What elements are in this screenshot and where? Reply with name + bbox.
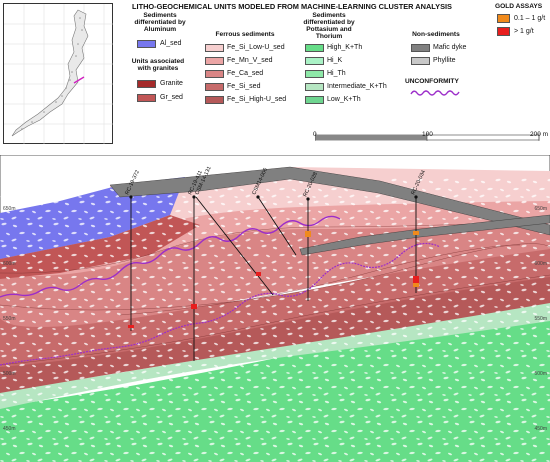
svg-text:650m: 650m [3,206,16,212]
scale-label-100: 100 [422,131,433,138]
svg-text:600m: 600m [3,261,16,267]
scale-label-0: 0 [313,131,317,138]
swatch-al-sed [137,40,156,48]
scale-bar [315,133,540,141]
swatch-fe-si-low-u [205,44,224,52]
unconformity-line [0,215,341,298]
legend-gr-sed: Gr_sed [160,94,183,101]
legend-fe-si: Fe_Si_sed [227,83,261,90]
page-title: LITHO-GEOCHEMICAL UNITS MODELED FROM MAC… [132,2,452,11]
svg-text:500m: 500m [3,371,16,377]
legend-heading-granites: Units associated with granites [131,58,185,72]
legend-fe-mn-v: Fe_Mn_V_sed [227,57,273,64]
legend-intermediate-kth: Intermediate_K+Th [327,83,387,90]
legend-heading-ferrous: Ferrous sediments [215,31,275,38]
legend-fe-si-low-u: Fe_Si_Low-U_sed [227,44,285,51]
swatch-intermediate-kth [305,83,324,91]
swatch-low-kth [305,96,324,104]
swatch-fe-ca [205,70,224,78]
mafic-dyke-lower [299,214,550,256]
legend-granite: Granite [160,80,183,87]
legend-al-sed: Al_sed [160,40,182,47]
swatch-gold-low [497,14,510,23]
swatch-fe-si [205,83,224,91]
legend-phyllite: Phyllite [433,57,456,64]
legend-fe-ca: Fe_Ca_sed [227,70,264,77]
svg-text:600m: 600m [534,261,547,267]
section-line [73,76,85,84]
swatch-granite [137,80,156,88]
swatch-mafic-dyke [411,44,430,52]
unconformity-line-lower [0,242,441,366]
drillhole-csm14-006 [257,196,297,256]
swatch-gr-sed [137,94,156,102]
legend-unconformity-label: UNCONFORMITY [405,78,459,85]
swatch-hi-k [305,57,324,65]
location-map-drawing [4,4,113,144]
elevation-labels-right: 650m 600m 550m 500m 450m [534,206,547,432]
swatch-fe-si-high-u [205,96,224,104]
cross-section: RC-19-372 RC-19-411 CSM-14-131 CSM14-006… [0,155,550,462]
svg-text:500m: 500m [534,371,547,377]
legend-low-kth: Low_K+Th [327,96,361,103]
legend-heading-aluminum: Sediments differentiated by Aluminum [134,12,186,33]
legend-fe-si-high-u: Fe_Si_High-U_sed [227,96,287,103]
legend-heading-potassium: Sediments differentiated by Pottasium an… [303,12,355,40]
texture-overlay [0,177,550,462]
svg-text:550m: 550m [3,316,16,322]
mafic-dyke-upper [109,166,550,236]
legend-heading-non-sediments: Non-sediments [412,31,460,38]
swatch-phyllite [411,57,430,65]
legend-hi-th: Hi_Th [327,70,346,77]
scale-label-200: 200 m [530,131,549,138]
svg-text:450m: 450m [3,426,16,432]
svg-text:550m: 550m [534,316,547,322]
legend-high-kth: High_K+Th [327,44,363,51]
drillhole-csm-14-131 [195,196,274,296]
swatch-high-kth [305,44,324,52]
deposit-outline [11,9,89,137]
swatch-fe-mn-v [205,57,224,65]
legend-hi-k: Hi_K [327,57,343,64]
legend-heading-gold: GOLD ASSAYS [495,3,543,10]
legend-gold-low: 0.1 – 1 g/t [514,15,546,22]
location-map [3,3,113,144]
svg-text:450m: 450m [534,426,547,432]
swatch-gold-high [497,27,510,36]
unconformity-symbol [410,90,460,96]
svg-text:650m: 650m [534,206,547,212]
swatch-hi-th [305,70,324,78]
legend-gold-high: > 1 g/t [514,28,534,35]
legend-mafic-dyke: Mafic dyke [433,44,467,51]
gold-assay-intervals [128,231,419,328]
elevation-labels-left: 650m 600m 550m 500m 450m [3,206,16,432]
